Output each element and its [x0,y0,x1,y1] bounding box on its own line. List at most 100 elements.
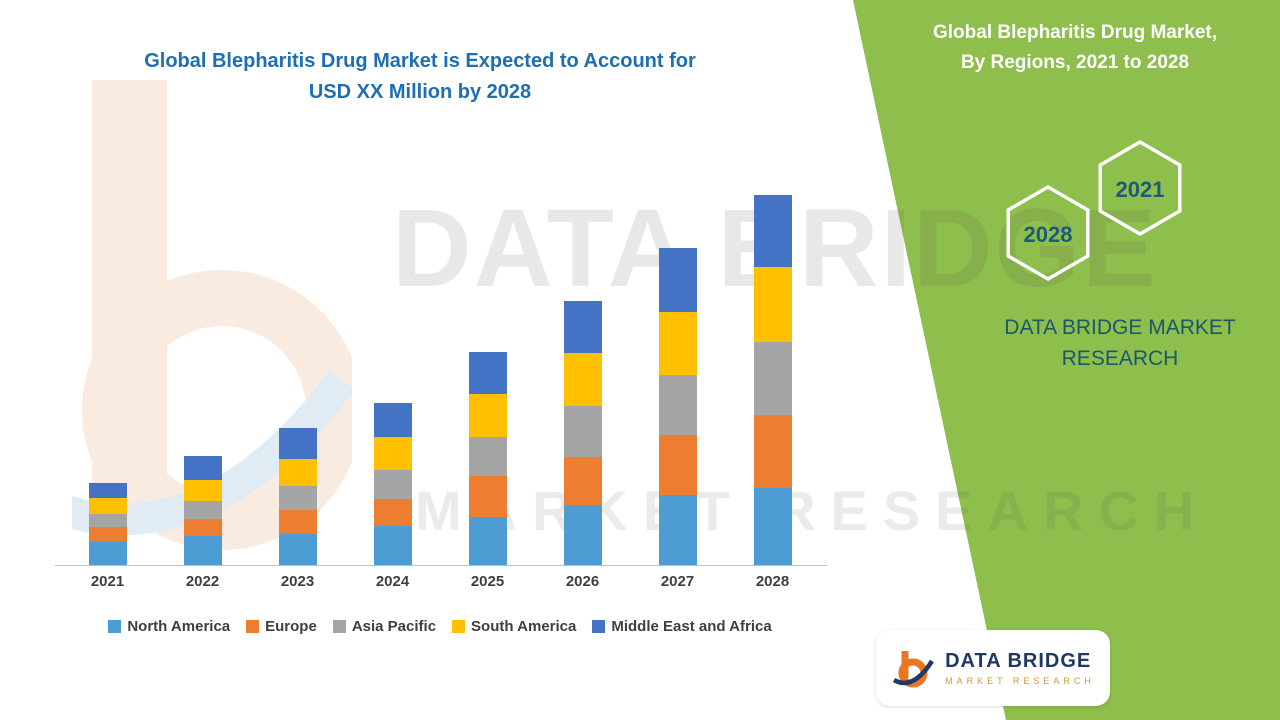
segment-south-america [278,458,317,486]
segment-asia-pacific [563,406,602,457]
segment-middle-east-and-africa [753,195,792,267]
segment-south-america [183,479,222,502]
plot-area [60,178,820,565]
brand-text: DATA BRIDGE MARKET RESEARCH [970,312,1270,374]
bar-group-2022 [155,178,250,565]
segment-europe [373,499,412,527]
side-panel-title-line2: By Regions, 2021 to 2028 [960,52,1190,73]
segment-middle-east-and-africa [183,455,222,480]
segment-south-america [563,353,602,407]
segment-middle-east-and-africa [278,427,317,459]
legend-swatch-icon [108,620,122,633]
segment-north-america [658,495,697,565]
bar-group-2028 [725,178,820,565]
stacked-bar-2025 [468,352,507,565]
chart-title-line2: USD XX Million by 2028 [308,81,532,103]
x-axis-label-2025: 2025 [470,573,505,590]
segment-europe [88,527,127,542]
segment-middle-east-and-africa [88,482,127,499]
year-hexagons [1006,139,1182,282]
segment-south-america [753,266,792,343]
segment-south-america [658,312,697,376]
stacked-bar-2028 [753,195,792,565]
segment-asia-pacific [373,470,412,500]
bars-row [60,178,820,565]
hexagon-2028 [1006,184,1090,282]
watermark-text-marketresearch: MARKET RESEARCH [415,479,1210,542]
segment-middle-east-and-africa [373,402,412,438]
x-axis-label-2028: 2028 [755,573,790,590]
side-panel-title: Global Blepharitis Drug Market, By Regio… [890,18,1260,78]
segment-middle-east-and-africa [658,247,697,313]
legend-item-south-america: South America [452,618,576,635]
side-panel-title-line1: Global Blepharitis Drug Market, [933,22,1217,43]
segment-europe [658,435,697,496]
bar-group-2021 [60,178,155,565]
segment-asia-pacific [88,513,127,528]
x-axis-line [55,565,827,566]
segment-south-america [88,498,127,514]
segment-europe [753,415,792,488]
stacked-bar-2021 [88,482,127,565]
x-axis-label-2022: 2022 [185,573,220,590]
hexagon-year-2028: 2028 [1023,222,1073,247]
brand-text-line2: RESEARCH [1061,347,1179,370]
x-axis-labels: 2021 2022 2023 2024 2025 2026 2027 2028 [60,573,820,590]
segment-asia-pacific [658,375,697,436]
bar-group-2025 [440,178,535,565]
legend-label: South America [471,618,577,635]
stacked-bar-2023 [278,427,317,565]
legend-swatch-icon [592,620,606,633]
legend-item-middle-east-and-africa: Middle East and Africa [592,618,772,635]
x-axis-label-2024: 2024 [375,573,410,590]
hexagon-year-2021: 2021 [1115,177,1165,202]
segment-asia-pacific [278,485,317,510]
stacked-bar-2026 [563,300,602,565]
segment-europe [468,476,507,517]
segment-middle-east-and-africa [468,352,507,394]
legend-item-asia-pacific: Asia Pacific [332,618,437,635]
segment-europe [278,509,317,534]
x-axis-label-2026: 2026 [565,573,600,590]
bar-group-2024 [345,178,440,565]
segment-middle-east-and-africa [563,300,602,354]
x-axis-label-2027: 2027 [660,573,695,590]
segment-north-america [468,516,507,565]
segment-north-america [183,536,222,565]
legend-label: Asia Pacific [351,618,437,635]
legend-swatch-icon [452,620,466,633]
watermark-logo-b [72,80,352,550]
segment-north-america [563,505,602,565]
bar-group-2026 [535,178,630,565]
segment-europe [183,518,222,536]
segment-south-america [373,437,412,471]
x-axis-label-2023: 2023 [280,573,315,590]
segment-north-america [753,487,792,565]
legend-label: North America [127,618,231,635]
x-axis-label-2021: 2021 [90,573,125,590]
bar-group-2027 [630,178,725,565]
legend-swatch-icon [332,620,346,633]
dbmr-logo-texts: DATA BRIDGE MARKET RESEARCH [945,650,1095,686]
legend-label: Europe [265,618,317,635]
chart-title: Global Blepharitis Drug Market is Expect… [40,46,800,108]
stacked-bar-2027 [658,247,697,565]
legend-item-north-america: North America [108,618,230,635]
dbmr-logo-name: DATA BRIDGE [945,650,1092,672]
segment-asia-pacific [468,437,507,477]
segment-asia-pacific [183,501,222,519]
chart-title-line1: Global Blepharitis Drug Market is Expect… [144,50,696,72]
stacked-bar-2024 [373,402,412,565]
segment-north-america [373,526,412,565]
hexagon-2021 [1098,139,1182,237]
segment-north-america [88,541,127,565]
segment-asia-pacific [753,342,792,416]
segment-north-america [278,534,317,565]
legend: North America Europe Asia Pacific South Ame… [55,618,825,635]
stacked-bar-2022 [183,455,222,565]
brand-text-line1: DATA BRIDGE MARKET [1004,316,1236,339]
legend-item-europe: Europe [246,618,317,635]
bar-group-2023 [250,178,345,565]
legend-label: Middle East and Africa [611,618,772,635]
